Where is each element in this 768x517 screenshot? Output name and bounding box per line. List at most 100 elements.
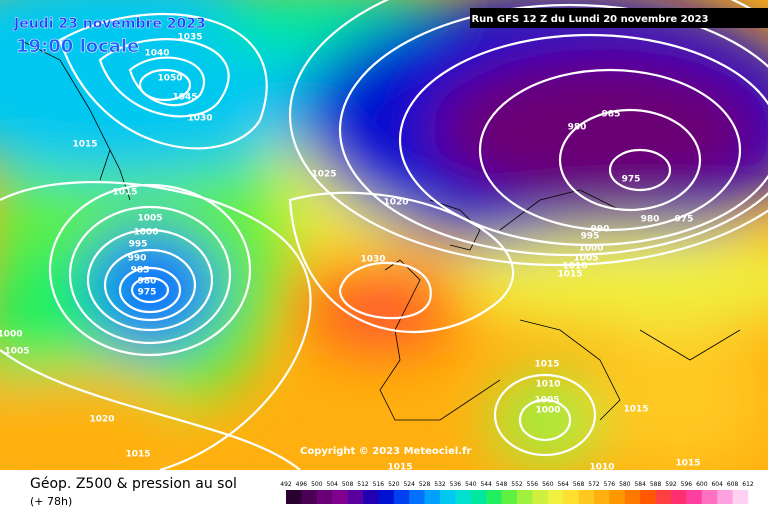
legend-label: 568 (573, 481, 585, 488)
isobar-label: 980 (641, 215, 660, 225)
isobar-label: 1005 (137, 214, 162, 224)
isobar-label: 1000 (535, 406, 560, 416)
legend-swatch (332, 490, 348, 504)
legend-swatch (424, 490, 441, 504)
legend-swatch (363, 490, 379, 504)
isobar-label: 995 (581, 232, 600, 242)
legend-label: 528 (419, 481, 431, 488)
legend-swatch (686, 490, 703, 504)
isobar-label: 1025 (311, 170, 336, 180)
legend-swatch (486, 490, 502, 504)
legend-swatch (717, 490, 733, 504)
legend-swatch (378, 490, 395, 504)
legend-label: 572 (588, 481, 600, 488)
isobar-label: 1000 (133, 228, 158, 238)
date: Jeudi 23 novembre 2023 (13, 16, 206, 32)
copyright: Copyright © 2023 Meteociel.fr (300, 446, 471, 457)
isobar-label: 975 (138, 288, 157, 298)
legend-swatch (563, 490, 579, 504)
legend-swatch (578, 490, 595, 504)
legend-label: 576 (604, 481, 616, 488)
isobar-label: 995 (129, 240, 148, 250)
legend-label: 504 (326, 481, 338, 488)
legend-label: 560 (542, 481, 554, 488)
footer-title: Géop. Z500 & pression au sol (30, 476, 237, 492)
legend-label: 596 (681, 481, 693, 488)
legend-label: 524 (403, 481, 415, 488)
isobar-label: 1035 (177, 33, 202, 43)
legend-swatch (409, 490, 425, 504)
isobar-label: 985 (602, 110, 621, 120)
isobar-label: 1005 (534, 396, 559, 406)
legend-swatch (470, 490, 487, 504)
isobar-label: 1000 (0, 330, 23, 340)
legend-swatch (624, 490, 641, 504)
legend-label: 552 (511, 481, 523, 488)
legend-label: 556 (527, 481, 539, 488)
isobars (0, 0, 768, 470)
isobar-label: 1005 (573, 254, 598, 264)
isobar-label: 1000 (578, 244, 603, 254)
legend-label: 588 (650, 481, 662, 488)
legend-swatch (532, 490, 549, 504)
legend-label: 512 (357, 481, 369, 488)
legend-swatch (701, 490, 718, 504)
isobar-label: 1010 (535, 380, 560, 390)
legend-label: 508 (342, 481, 354, 488)
legend-swatch (393, 490, 410, 504)
run-banner (470, 8, 768, 28)
isobar-label: 1020 (89, 415, 114, 425)
isobar-label: 975 (622, 175, 641, 185)
map: 1035 1040 1050 1045 1030 1015 1015 1025 1020 1030… (0, 0, 768, 473)
legend-swatch (547, 490, 564, 504)
legend-swatch (316, 490, 333, 504)
isobar-label: 1015 (675, 459, 700, 469)
legend-swatch (347, 490, 364, 504)
coastlines (19, 39, 741, 421)
footer-lead: (+ 78h) (30, 495, 72, 508)
isobar-label: 1015 (557, 270, 582, 280)
isobar-label: 1015 (125, 450, 150, 460)
legend-label: 600 (696, 481, 708, 488)
isobar-label: 1040 (144, 49, 169, 59)
legend-label: 580 (619, 481, 631, 488)
time: 19:00 locale (16, 36, 139, 57)
legend-swatch (609, 490, 626, 504)
isobar-label: 990 (128, 254, 147, 264)
legend-label: 496 (296, 481, 308, 488)
isobar-label: 1030 (360, 255, 385, 265)
legend-label: 548 (496, 481, 508, 488)
isobar-label: 985 (131, 266, 150, 276)
isobar-label: 1015 (72, 140, 97, 150)
legend-label: 584 (634, 481, 646, 488)
isobar-label: 980 (138, 277, 157, 287)
legend-label: 540 (465, 481, 477, 488)
isobar-label: 990 (591, 225, 610, 235)
legend-swatch (286, 490, 302, 504)
isobar-label: 1015 (623, 405, 648, 415)
legend-swatch (671, 490, 687, 504)
legend-label: 592 (665, 481, 677, 488)
isobar-label: 1015 (534, 360, 559, 370)
legend-swatch (440, 490, 456, 504)
legend-label: 532 (434, 481, 446, 488)
legend-label: 520 (388, 481, 400, 488)
isobar-label: 1010 (562, 262, 587, 272)
run-info: Run GFS 12 Z du Lundi 20 novembre 2023 (471, 14, 708, 25)
legend-swatch (301, 490, 318, 504)
legend-swatch (517, 490, 533, 504)
isobar-label: 980 (568, 123, 587, 133)
legend-label: 516 (373, 481, 385, 488)
isobar-label: 975 (675, 215, 694, 225)
isobar-label: 1015 (387, 463, 412, 473)
isobar-label: 1015 (112, 188, 137, 198)
isobar-label: 1020 (383, 198, 408, 208)
legend-label: 612 (742, 481, 754, 488)
isobar-label: 1005 (4, 347, 29, 357)
legend-label: 564 (557, 481, 569, 488)
legend-swatch (501, 490, 518, 504)
color-legend: 492 496 500 504 508 512 516 520 524 528 532 536 540 5… (280, 481, 754, 504)
isobar-label: 1030 (187, 114, 212, 124)
legend-label: 492 (280, 481, 292, 488)
legend-label: 608 (727, 481, 739, 488)
